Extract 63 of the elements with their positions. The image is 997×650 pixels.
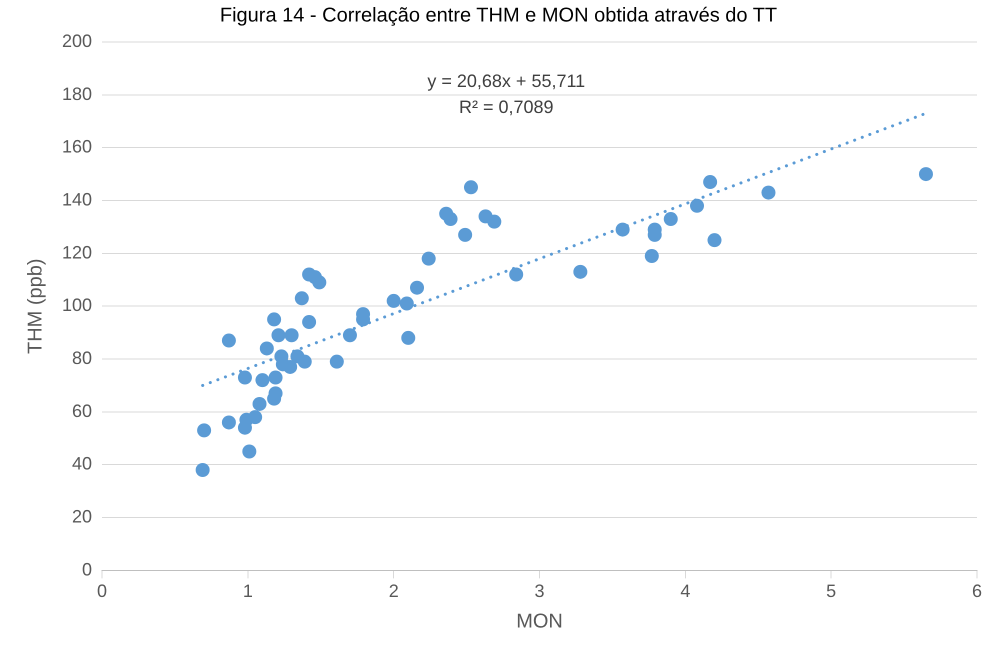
x-tick-label: 1	[242, 581, 253, 602]
annotation: R² = 0,7089	[458, 96, 554, 117]
point	[222, 334, 236, 348]
point	[703, 175, 718, 190]
point	[573, 264, 588, 279]
point	[312, 275, 326, 290]
point	[271, 328, 286, 342]
point	[222, 415, 236, 430]
point	[616, 222, 630, 237]
x-tick-label: 5	[826, 581, 836, 602]
point	[690, 198, 704, 213]
point	[267, 312, 282, 326]
point	[248, 410, 262, 424]
x-tick-label: 0	[97, 581, 108, 602]
y-tick-label: 60	[72, 400, 92, 421]
point	[298, 354, 312, 369]
point	[664, 212, 678, 226]
point	[197, 423, 212, 438]
point	[400, 296, 414, 311]
point	[644, 249, 659, 263]
point	[444, 212, 458, 226]
y-tick-label: 180	[62, 84, 92, 104]
y-tick-label: 140	[62, 189, 92, 210]
point	[283, 360, 298, 374]
y-tick-label: 40	[72, 454, 92, 474]
x-tick-label: 6	[972, 581, 982, 602]
point	[260, 341, 274, 356]
y-axis-title: THM (ppb)	[24, 258, 47, 354]
x-tick-label: 2	[388, 581, 399, 602]
point	[458, 228, 472, 242]
y-tick-label: 120	[62, 242, 92, 262]
point	[410, 280, 424, 295]
y-tick-label: 20	[72, 506, 92, 527]
point	[330, 354, 344, 369]
y-tick-label: 0	[82, 559, 92, 580]
point	[487, 214, 502, 229]
point	[284, 328, 299, 342]
point	[196, 463, 210, 478]
point	[268, 370, 283, 385]
point	[509, 267, 524, 282]
point	[708, 233, 722, 248]
point	[342, 328, 357, 342]
point	[464, 180, 478, 194]
point	[294, 291, 309, 306]
x-tick-label: 4	[680, 581, 690, 602]
chart-title: Figura 14 - Correlação entre THM e MON obtida através do TT	[220, 4, 778, 27]
y-tick-label: 100	[62, 295, 92, 316]
point	[238, 370, 252, 385]
y-tick-label: 80	[72, 348, 92, 368]
point	[401, 330, 416, 345]
point	[302, 315, 316, 330]
x-tick-label: 3	[534, 581, 545, 602]
annotation: y = 20,68x + 55,711	[427, 70, 586, 91]
point	[918, 167, 933, 182]
point	[242, 444, 256, 459]
point	[761, 186, 776, 200]
x-axis-title: MON	[516, 610, 563, 633]
point	[255, 373, 270, 388]
point	[422, 252, 436, 266]
point	[386, 294, 401, 308]
y-tick-label: 160	[62, 136, 92, 157]
point	[252, 396, 267, 411]
y-tick-label: 200	[62, 30, 92, 51]
